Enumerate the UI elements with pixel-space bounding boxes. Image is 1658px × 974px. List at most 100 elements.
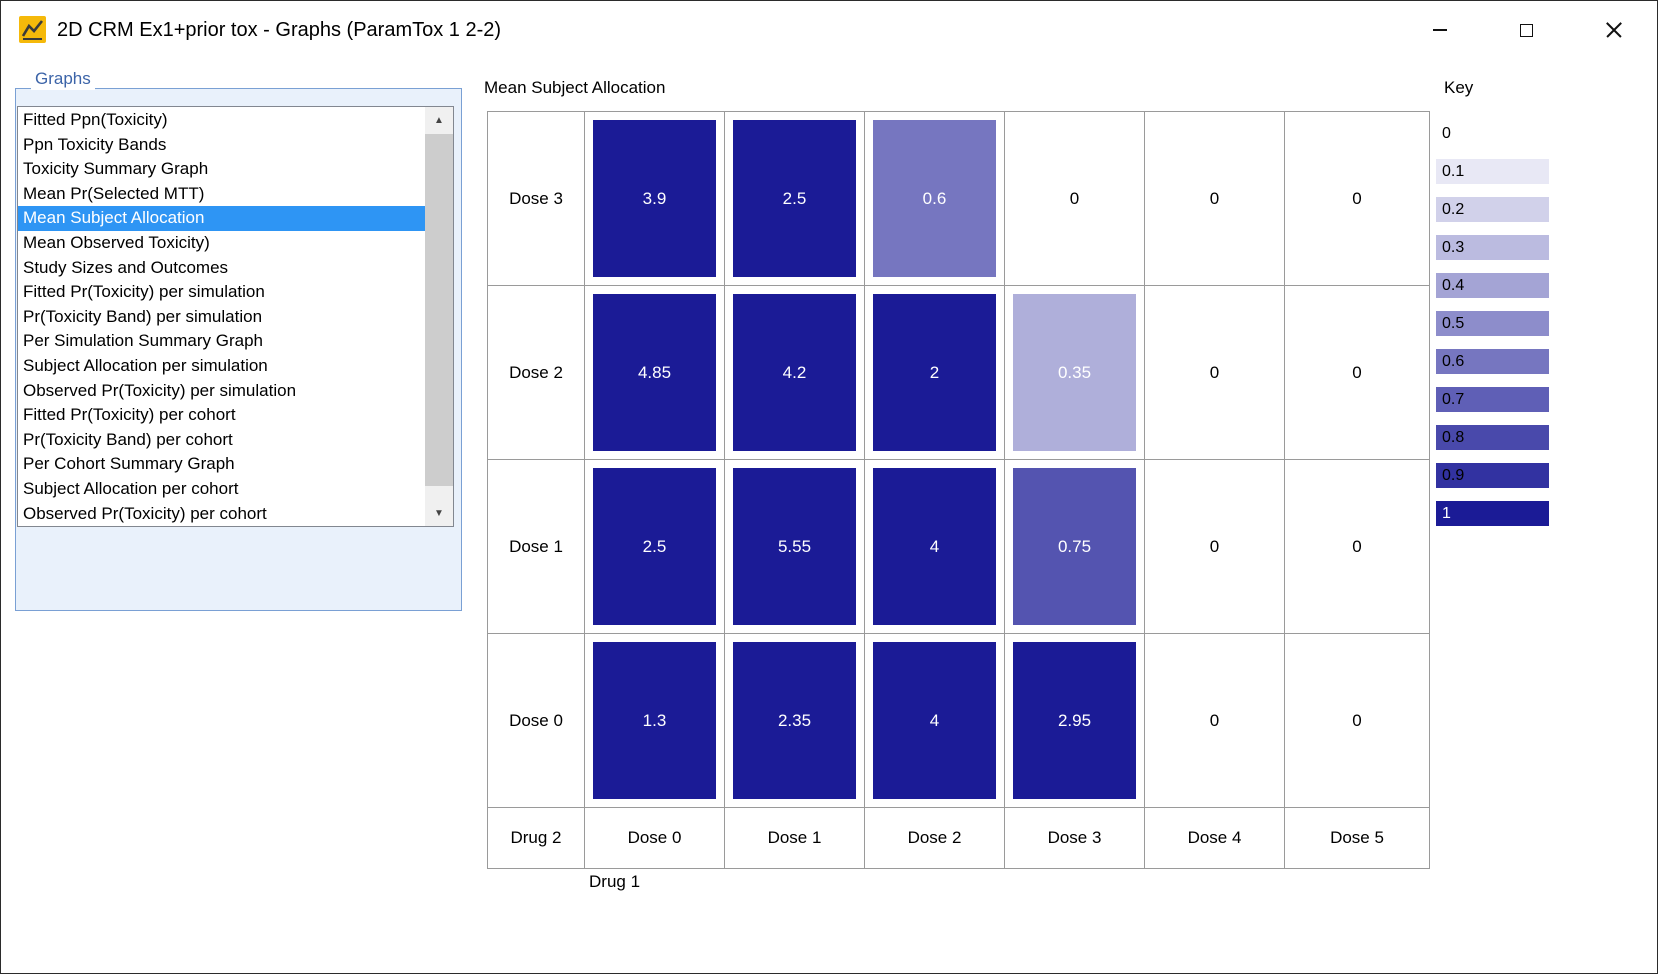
graph-list-item[interactable]: Pr(Toxicity Band) per simulation bbox=[23, 306, 263, 326]
close-button[interactable] bbox=[1570, 1, 1657, 59]
heatmap-cell-value: 0 bbox=[1352, 536, 1362, 556]
heatmap-cell-value: 0.75 bbox=[1013, 468, 1136, 625]
heatmap-cell-value: 0 bbox=[1209, 362, 1220, 382]
heatmap-column-label: Dose 0 bbox=[584, 807, 725, 869]
heatmap-cell-value: 0 bbox=[1209, 536, 1220, 556]
heatmap-cell-value: 4 bbox=[873, 468, 996, 625]
heatmap-grid: Dose 3 3.9 2.5 0.6 0 0 0 Dose 2 4.85 4.2 2 0.35 0 0 Do… bbox=[487, 111, 1430, 869]
key-swatch: 0.3 bbox=[1436, 235, 1549, 260]
graph-list-item[interactable]: Ppn Toxicity Bands bbox=[23, 134, 167, 154]
heatmap-cell: 0 bbox=[1004, 111, 1145, 286]
key-swatch: 0.4 bbox=[1436, 273, 1549, 298]
heatmap-cell: 0 bbox=[1144, 633, 1285, 808]
graph-list-item[interactable]: Observed Pr(Toxicity) per cohort bbox=[23, 503, 267, 523]
heatmap-cell-value: 5.55 bbox=[733, 468, 856, 625]
heatmap-cell-value: 2.95 bbox=[1013, 642, 1136, 799]
graphs-listbox[interactable]: Fitted Ppn(Toxicity) Ppn Toxicity Bands To… bbox=[17, 106, 454, 527]
heatmap-corner-label: Drug 2 bbox=[487, 807, 585, 869]
heatmap-row-label: Dose 1 bbox=[487, 459, 585, 634]
graphs-list: Fitted Ppn(Toxicity) Ppn Toxicity Bands To… bbox=[18, 108, 425, 526]
key-title: Key bbox=[1444, 78, 1474, 97]
graph-list-item[interactable]: Subject Allocation per simulation bbox=[23, 355, 268, 375]
key-swatch: 0.1 bbox=[1436, 159, 1549, 184]
heatmap-row-label: Dose 0 bbox=[487, 633, 585, 808]
titlebar: 2D CRM Ex1+prior tox - Graphs (ParamTox … bbox=[1, 1, 1657, 59]
graph-list-item[interactable]: Subject Allocation per cohort bbox=[23, 478, 239, 498]
heatmap-cell: 4 bbox=[864, 459, 1005, 634]
heatmap-cell: 0 bbox=[1284, 285, 1430, 460]
graph-list-item[interactable]: Per Simulation Summary Graph bbox=[23, 331, 263, 351]
heatmap-cell: 2.5 bbox=[584, 459, 725, 634]
heatmap-cell-value: 0.35 bbox=[1013, 294, 1136, 451]
heatmap-cell-value: 0 bbox=[1352, 710, 1362, 730]
scrollbar-down-icon[interactable]: ▼ bbox=[434, 507, 444, 519]
heatmap-cell: 1.3 bbox=[584, 633, 725, 808]
heatmap-cell: 0 bbox=[1284, 111, 1430, 286]
heatmap-cell: 0.6 bbox=[864, 111, 1005, 286]
heatmap-column-label: Dose 3 bbox=[1004, 807, 1145, 869]
heatmap-cell: 2.95 bbox=[1004, 633, 1145, 808]
key-swatch: 0.2 bbox=[1436, 197, 1549, 222]
heatmap-column-label: Dose 5 bbox=[1284, 807, 1430, 869]
heatmap-cell: 0 bbox=[1144, 285, 1285, 460]
heatmap-cell: 0 bbox=[1284, 459, 1430, 634]
heatmap-cell: 0.75 bbox=[1004, 459, 1145, 634]
heatmap-cell: 0 bbox=[1284, 633, 1430, 808]
heatmap-column-label: Dose 4 bbox=[1144, 807, 1285, 869]
heatmap-cell: 2.5 bbox=[724, 111, 865, 286]
graph-list-item[interactable]: Fitted Ppn(Toxicity) bbox=[23, 110, 168, 129]
graph-list-item[interactable]: Mean Subject Allocation bbox=[18, 206, 425, 231]
graph-list-item[interactable]: Per Cohort Summary Graph bbox=[23, 454, 235, 474]
key-swatch: 0.5 bbox=[1436, 311, 1549, 336]
maximize-icon bbox=[1520, 23, 1533, 37]
heatmap-cell: 2.35 bbox=[724, 633, 865, 808]
key-swatch: 0.7 bbox=[1436, 387, 1549, 412]
minimize-button[interactable] bbox=[1396, 1, 1483, 59]
graphs-groupbox-label: Graphs bbox=[31, 68, 95, 90]
heatmap-cell-value: 4 bbox=[873, 642, 996, 799]
graph-list-item[interactable]: Mean Pr(Selected MTT) bbox=[23, 183, 205, 203]
x-axis-label: Drug 1 bbox=[589, 872, 641, 891]
heatmap-cell-value: 1.3 bbox=[593, 642, 716, 799]
heatmap-cell: 4 bbox=[864, 633, 1005, 808]
key-swatch: 1 bbox=[1436, 501, 1549, 526]
heatmap-cell: 5.55 bbox=[724, 459, 865, 634]
graph-list-item[interactable]: Study Sizes and Outcomes bbox=[23, 257, 229, 277]
key-swatch: 0 bbox=[1442, 125, 1451, 142]
window-controls bbox=[1396, 1, 1657, 59]
heatmap-cell: 2 bbox=[864, 285, 1005, 460]
heatmap-row-label: Dose 2 bbox=[487, 285, 585, 460]
maximize-button[interactable] bbox=[1483, 1, 1570, 59]
heatmap-column-label: Dose 2 bbox=[864, 807, 1005, 869]
heatmap-cell-value: 0 bbox=[1352, 188, 1362, 208]
heatmap-column-label: Dose 1 bbox=[724, 807, 865, 869]
heatmap-cell: 0 bbox=[1144, 459, 1285, 634]
minimize-icon bbox=[1432, 29, 1447, 31]
graph-list-item[interactable]: Pr(Toxicity Band) per cohort bbox=[23, 429, 233, 449]
heatmap-cell: 4.2 bbox=[724, 285, 865, 460]
graph-list-item[interactable]: Fitted Pr(Toxicity) per simulation bbox=[23, 282, 265, 302]
heatmap-cell-value: 2.5 bbox=[593, 468, 716, 625]
key-swatch: 0.6 bbox=[1436, 349, 1549, 374]
heatmap-cell: 4.85 bbox=[584, 285, 725, 460]
scrollbar-up-icon[interactable]: ▲ bbox=[434, 114, 444, 126]
key-legend: 0 0.1 0.2 0.3 0.4 0.5 0.6 0.7 0.8 0.9 1 bbox=[1436, 121, 1549, 539]
key-swatch: 0.9 bbox=[1436, 463, 1549, 488]
listbox-scrollbar[interactable]: ▲ ▼ bbox=[425, 107, 453, 526]
heatmap-cell-value: 0 bbox=[1352, 362, 1362, 382]
heatmap-cell-value: 4.2 bbox=[733, 294, 856, 451]
heatmap-cell-value: 0.6 bbox=[873, 120, 996, 277]
heatmap-cell-value: 2.35 bbox=[733, 642, 856, 799]
window-title: 2D CRM Ex1+prior tox - Graphs (ParamTox … bbox=[57, 19, 502, 41]
heatmap-cell-value: 2.5 bbox=[733, 120, 856, 277]
graph-list-item[interactable]: Fitted Pr(Toxicity) per cohort bbox=[23, 405, 236, 425]
scrollbar-thumb[interactable] bbox=[425, 134, 453, 486]
close-icon bbox=[1605, 21, 1623, 39]
graph-list-item[interactable]: Mean Observed Toxicity) bbox=[23, 232, 210, 252]
heatmap-cell-value: 0 bbox=[1209, 710, 1220, 730]
graph-list-item[interactable]: Toxicity Summary Graph bbox=[23, 159, 209, 179]
chart-title: Mean Subject Allocation bbox=[484, 78, 666, 97]
heatmap-cell: 0.35 bbox=[1004, 285, 1145, 460]
graph-list-item[interactable]: Observed Pr(Toxicity) per simulation bbox=[23, 380, 297, 400]
heatmap-cell-value: 4.85 bbox=[593, 294, 716, 451]
